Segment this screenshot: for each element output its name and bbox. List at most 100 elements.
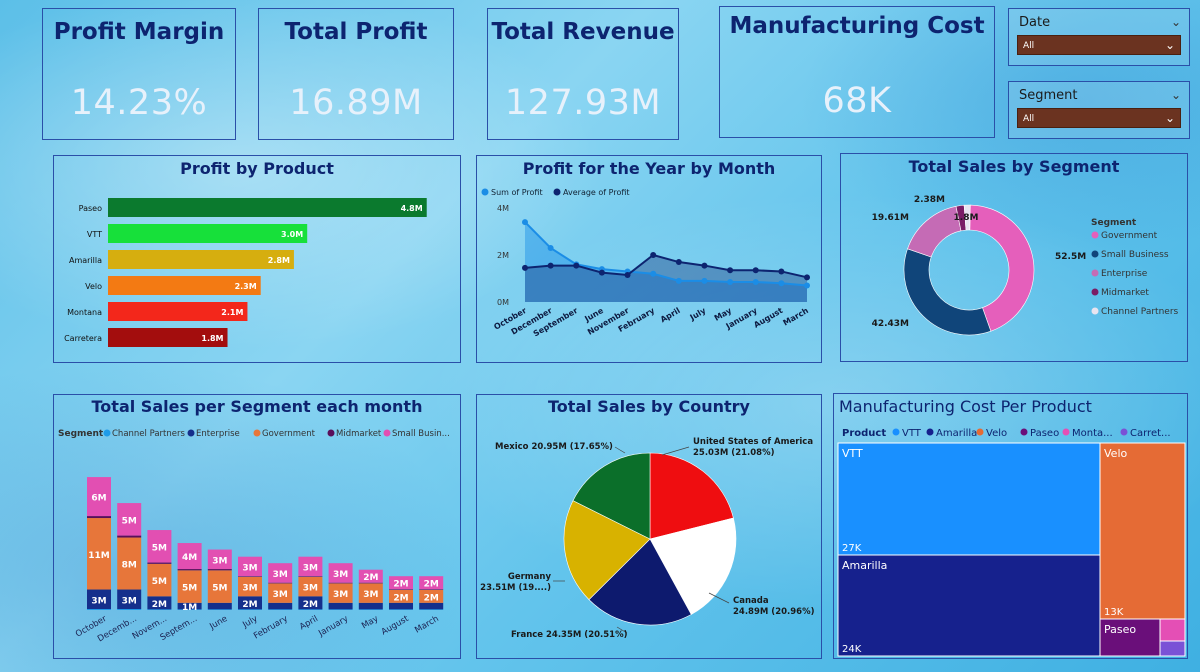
bar-segment bbox=[87, 516, 111, 519]
data-point bbox=[727, 279, 734, 286]
slicer-label: Date bbox=[1019, 15, 1051, 30]
bar-segment bbox=[117, 589, 142, 610]
treemap-tile bbox=[1099, 618, 1161, 657]
x-tick-label: March bbox=[413, 614, 440, 636]
bar-segment bbox=[268, 609, 293, 610]
legend-label: Small Business bbox=[1101, 250, 1169, 260]
bar-segment bbox=[207, 609, 232, 610]
bar-segment bbox=[87, 518, 111, 590]
data-label: 1M bbox=[182, 603, 197, 613]
bar-segment bbox=[358, 583, 383, 603]
bar-segment bbox=[87, 609, 111, 610]
legend-label: Average of Profit bbox=[563, 188, 630, 197]
legend-label: Enterprise bbox=[1101, 269, 1148, 279]
legend-dot bbox=[1091, 307, 1099, 315]
y-tick-label: 2M bbox=[497, 251, 509, 260]
date-dropdown[interactable]: All ⌄ bbox=[1017, 35, 1181, 55]
data-label: 3M bbox=[242, 584, 257, 594]
slicer-label: Segment bbox=[1019, 88, 1078, 103]
tile-label: Amarilla bbox=[842, 559, 887, 572]
date-slicer[interactable]: Date ⌄ All ⌄ bbox=[1008, 8, 1190, 66]
bar-segment bbox=[389, 609, 413, 610]
kpi-title: Total Profit bbox=[284, 19, 428, 45]
leader-line bbox=[661, 446, 690, 456]
data-label: 5M bbox=[182, 584, 197, 594]
legend-label: VTT bbox=[902, 428, 922, 439]
bar-segment bbox=[177, 609, 202, 610]
bar-segment bbox=[207, 549, 232, 570]
treemap-tile bbox=[1159, 640, 1186, 657]
chevron-down-icon[interactable]: ⌄ bbox=[1164, 38, 1175, 52]
bar-segment bbox=[117, 503, 142, 536]
data-label: 3M bbox=[273, 590, 288, 600]
legend-label: Amarilla bbox=[936, 428, 977, 439]
chevron-down-icon[interactable]: ⌄ bbox=[1170, 15, 1181, 29]
x-tick-label: May bbox=[360, 614, 380, 631]
kpi-card-total-revenue: Total Revenue 127.93M bbox=[487, 8, 679, 140]
profit-by-month-svg: Sum of Profit Average of Profit0M2M4MOcto… bbox=[481, 188, 810, 339]
bar bbox=[108, 276, 261, 295]
sales-segment-month-svg: Segment Channel Partners Enterprise Governm… bbox=[58, 429, 450, 644]
legend-dot bbox=[253, 429, 261, 437]
bar-segment bbox=[298, 596, 323, 610]
chart-title: Total Sales by Country bbox=[548, 397, 750, 416]
bar-segment bbox=[268, 602, 293, 610]
kpi-value: 14.23% bbox=[70, 83, 208, 123]
data-label: 11M bbox=[88, 551, 110, 561]
bar-segment bbox=[328, 582, 353, 584]
sales-by-segment-svg: 52.5M 42.43M 19.61M 2.38M 1.8M Segment Governm… bbox=[872, 195, 1179, 336]
data-label: 6M bbox=[91, 494, 106, 504]
bar-segment bbox=[238, 576, 262, 577]
x-tick-label: March bbox=[781, 306, 810, 328]
kpi-title: Profit Margin bbox=[53, 19, 225, 45]
bar-segment bbox=[358, 602, 383, 610]
data-label: 1.8M bbox=[201, 334, 223, 343]
bar-segment bbox=[358, 582, 383, 584]
tick-label: Velo bbox=[85, 282, 102, 291]
tick-label: Paseo bbox=[79, 204, 102, 213]
donut-slice bbox=[969, 204, 1035, 332]
data-label: 3M bbox=[363, 590, 378, 600]
bar bbox=[108, 250, 294, 269]
legend-dot bbox=[1091, 250, 1099, 258]
legend-label: Carret... bbox=[1130, 428, 1171, 439]
bar-segment bbox=[419, 589, 444, 603]
kpi-value: 16.89M bbox=[289, 83, 423, 123]
data-point bbox=[701, 262, 708, 269]
data-label: 25.03M (21.08%) bbox=[693, 448, 775, 458]
segment-slicer[interactable]: Segment ⌄ All ⌄ bbox=[1008, 81, 1190, 139]
donut-slice bbox=[903, 248, 992, 336]
data-label: 52.5M bbox=[1055, 252, 1086, 262]
data-label: 3M bbox=[273, 570, 288, 580]
bar-segment bbox=[147, 609, 172, 610]
x-tick-label: February bbox=[252, 614, 290, 641]
tile-label: VTT bbox=[842, 447, 863, 460]
bar-segment bbox=[419, 589, 444, 590]
legend-label: Midmarket bbox=[1101, 288, 1149, 298]
series-line bbox=[524, 221, 808, 287]
bar-segment bbox=[298, 576, 323, 577]
kpi-title: Manufacturing Cost bbox=[729, 13, 985, 39]
chevron-down-icon[interactable]: ⌄ bbox=[1164, 111, 1175, 125]
data-point bbox=[778, 268, 785, 275]
slicer-value: All bbox=[1023, 114, 1035, 124]
bar-segment bbox=[419, 609, 444, 610]
segment-dropdown[interactable]: All ⌄ bbox=[1017, 108, 1181, 128]
legend-dot bbox=[103, 429, 111, 437]
data-label: 3M bbox=[303, 584, 318, 594]
sales-segment-month-chart: Total Sales per Segment each month Segme… bbox=[53, 394, 461, 659]
bar-segment bbox=[419, 576, 444, 590]
slicer-value: All bbox=[1023, 41, 1035, 51]
tick-label: VTT bbox=[87, 230, 102, 239]
legend-dot bbox=[926, 428, 934, 436]
legend-label: Small Busin... bbox=[392, 429, 450, 439]
bar-segment bbox=[389, 589, 413, 590]
chevron-down-icon[interactable]: ⌄ bbox=[1170, 88, 1181, 102]
leader-line bbox=[616, 626, 628, 634]
data-label: 23.51M (19....) bbox=[480, 583, 551, 593]
tick-label: Carretera bbox=[64, 334, 102, 343]
data-point bbox=[804, 282, 810, 289]
data-label: 2.8M bbox=[268, 256, 290, 265]
data-point bbox=[522, 264, 528, 271]
data-label: 5M bbox=[122, 516, 137, 526]
